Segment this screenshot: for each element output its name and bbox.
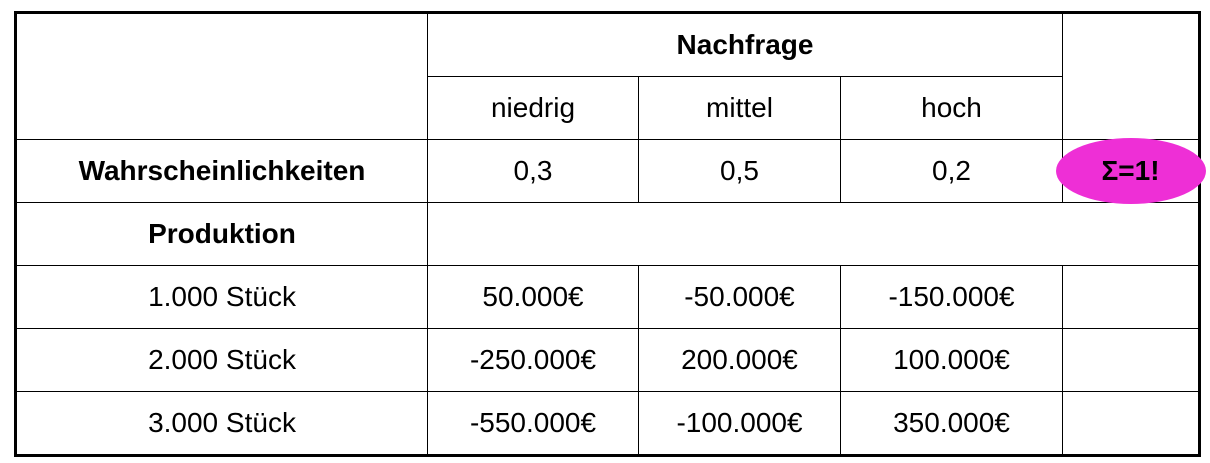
column-header-high: hoch [839,76,1064,140]
probability-high: 0,2 [839,139,1064,203]
decision-table: Nachfrage niedrig mittel hoch Wahrschein… [14,11,1206,457]
sum-note-badge: Σ=1! [1055,138,1206,204]
payoff-cell: -150.000€ [839,265,1064,329]
probability-low: 0,3 [427,139,639,203]
payoff-cell: 50.000€ [427,265,639,329]
header-row-group: Nachfrage [15,12,1201,140]
row-label: 2.000 Stück [15,328,428,392]
sum-column-header-cell [1062,12,1201,140]
payoff-cell: 100.000€ [839,328,1064,392]
production-label: Produktion [15,202,428,266]
payoff-cell: -550.000€ [427,391,639,456]
empty-cell [1062,265,1201,329]
demand-group-header: Nachfrage [426,12,1064,77]
payoff-cell: 350.000€ [839,391,1064,456]
payoff-cell: 200.000€ [638,328,841,392]
table-row: 3.000 Stück -550.000€ -100.000€ 350.000€ [15,391,1201,456]
decision-table-container: Nachfrage niedrig mittel hoch Wahrschein… [14,11,1206,457]
payoff-cell: -100.000€ [638,391,841,456]
column-header-low: niedrig [427,76,639,140]
empty-cell [1062,328,1201,392]
production-empty-span [426,202,1201,266]
row-label: 1.000 Stück [15,265,428,329]
row-label: 3.000 Stück [15,391,428,456]
probability-row: Wahrscheinlichkeiten 0,3 0,5 0,2 Σ=1! [15,138,1206,204]
payoff-cell: -50.000€ [638,265,841,329]
column-header-medium: mittel [638,76,841,140]
probability-medium: 0,5 [638,139,841,203]
table-row: 1.000 Stück 50.000€ -50.000€ -150.000€ [15,265,1201,329]
empty-cell [1062,391,1201,456]
header-row-columns: niedrig mittel hoch [16,76,1200,140]
empty-corner-cell [15,12,428,140]
probability-label: Wahrscheinlichkeiten [15,139,428,203]
table-row: 2.000 Stück -250.000€ 200.000€ 100.000€ [15,328,1201,392]
production-header-row: Produktion [15,202,1201,266]
sum-note-cell: Σ=1! [1055,138,1206,204]
payoff-cell: -250.000€ [427,328,639,392]
